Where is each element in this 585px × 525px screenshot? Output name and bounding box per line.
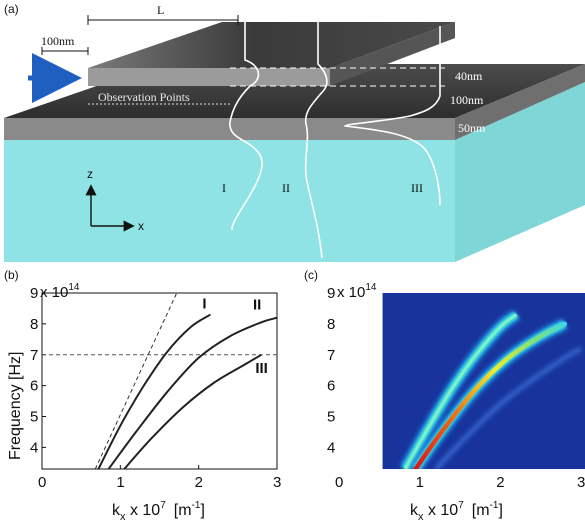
plot-c-tick-labels: 0 1 2 3 4 5 6 7 8 9 [327, 285, 585, 491]
axis-z-label: z [87, 167, 93, 181]
dispersion-curves [97, 313, 277, 469]
y-tick-label: 7 [327, 347, 335, 364]
branch-2 [410, 318, 568, 469]
mode-profile-III [344, 26, 441, 206]
x-tick-label: 3 [577, 474, 585, 491]
x-tick-label: 2 [195, 474, 203, 491]
panel-c-exponent: x 1014 [337, 282, 377, 301]
branch-1-core [403, 313, 518, 469]
x-tick-label: 0 [335, 474, 343, 491]
branch-1 [399, 309, 521, 469]
y-tick-label: 9 [30, 285, 38, 302]
panel-c: (c) x 1014 0 1 2 3 4 5 6 7 8 9 kx x 107 [m-1] [304, 268, 585, 523]
x-axis-title-c: kx x 107 [m-1] [410, 500, 503, 523]
x-tick-label: 1 [416, 474, 424, 491]
y-tick-label: 4 [30, 439, 38, 456]
curve-label-I: I [202, 296, 206, 313]
bottom-film-side [455, 64, 585, 140]
branch-2-core [413, 321, 568, 469]
plot-b-ticks [41, 292, 278, 469]
thickness-label-50: 50nm [458, 121, 486, 135]
x-axis-title-b: kx x 107 [m-1] [112, 500, 205, 523]
scale-bar-label: 100nm [41, 34, 75, 48]
mode-label-III: III [411, 181, 423, 195]
curve-II [107, 316, 277, 469]
axis-x-label: x [138, 219, 144, 233]
panel-b-label: (b) [4, 268, 19, 282]
branch-3 [433, 346, 583, 469]
heatmap-branches [399, 309, 583, 469]
y-tick-label: 9 [327, 285, 335, 302]
mode-label-I: I [222, 181, 226, 195]
x-tick-label: 0 [38, 474, 46, 491]
y-tick-label: 8 [327, 316, 335, 333]
substrate-side [455, 82, 585, 262]
panel-c-label: (c) [304, 268, 318, 282]
curve-I [97, 313, 211, 469]
top-slab-top [88, 22, 455, 68]
light-line [94, 293, 178, 469]
curve-label-II: II [253, 297, 261, 314]
mode-profile-II [304, 22, 328, 259]
y-tick-label: 5 [327, 409, 335, 426]
branch-3-glow [433, 346, 583, 469]
x-tick-label: 3 [273, 474, 281, 491]
panel-a-label: (a) [4, 2, 19, 16]
y-tick-label: 8 [30, 316, 38, 333]
y-tick-label: 5 [30, 409, 38, 426]
mode-profile-I [229, 22, 263, 231]
y-tick-label: 6 [327, 378, 335, 395]
top-slab-front [88, 68, 330, 86]
top-slab-side [330, 22, 455, 86]
observation-points-label: Observation Points [98, 90, 190, 104]
length-label: L [157, 3, 164, 17]
y-tick-label: 6 [30, 378, 38, 395]
mode-label-II: II [282, 181, 290, 195]
plot-b-frame [41, 292, 278, 470]
y-axis-title: Frequency [Hz] [7, 352, 24, 460]
x-tick-label: 1 [116, 474, 124, 491]
bottom-film-front [4, 118, 455, 140]
substrate-front [4, 140, 455, 262]
y-tick-label: 7 [30, 347, 38, 364]
curve-III [123, 353, 262, 469]
x-tick-label: 2 [496, 474, 504, 491]
thickness-label-40: 40nm [455, 69, 483, 83]
plot-b-tick-labels: 0 1 2 3 4 5 6 7 8 9 [30, 285, 281, 491]
y-tick-label: 4 [327, 439, 335, 456]
panel-a: (a) L 100nm Observation Points 40nm [4, 2, 585, 262]
curve-label-III: III [255, 360, 268, 377]
panel-b-exponent: x 1014 [40, 282, 80, 301]
thickness-label-100: 100nm [450, 93, 484, 107]
